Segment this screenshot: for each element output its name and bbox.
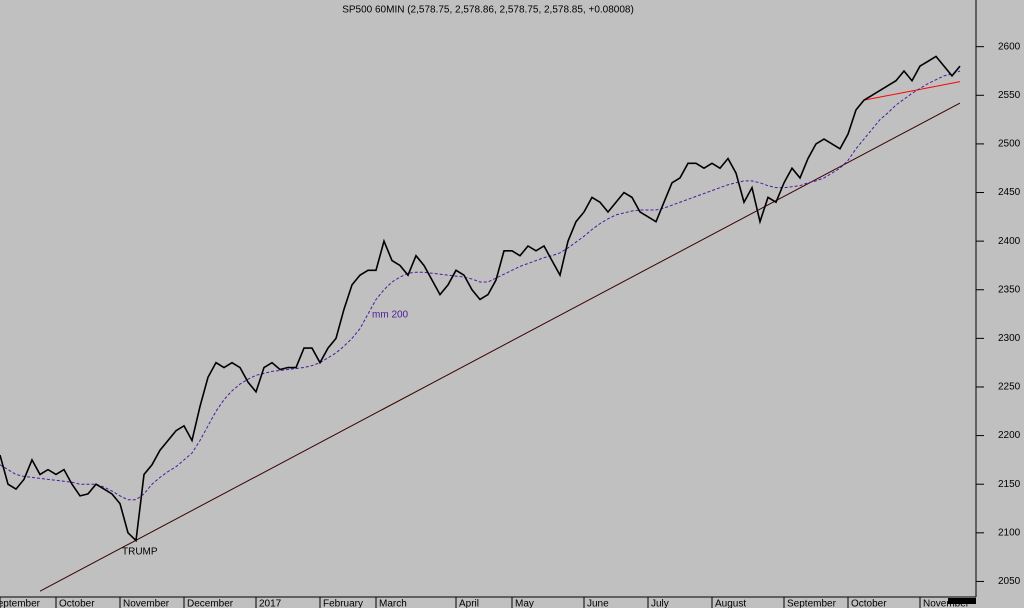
x-tick-label: May: [515, 599, 534, 608]
y-tick-label: 2550: [998, 90, 1021, 101]
y-tick-label: 2350: [998, 284, 1021, 295]
x-tick-label: June: [587, 599, 609, 608]
x-tick-label: July: [651, 599, 669, 608]
y-tick-label: 2250: [998, 382, 1021, 393]
x-tick-label: February: [323, 599, 363, 608]
x-tick-label: August: [715, 599, 746, 608]
y-tick-label: 2450: [998, 187, 1021, 198]
x-tick-label: September: [787, 599, 837, 608]
x-tick-label: November: [923, 599, 970, 608]
y-tick-label: 2150: [998, 479, 1021, 490]
event-label: TRUMP: [122, 547, 158, 558]
moving-average: [0, 70, 961, 501]
y-tick-label: 2100: [998, 527, 1021, 538]
trendline: [863, 81, 961, 101]
ma-label: mm 200: [372, 310, 409, 321]
x-tick-label: October: [59, 599, 95, 608]
y-tick-label: 2500: [998, 139, 1021, 150]
y-tick-label: 2400: [998, 236, 1021, 247]
x-tick-label: April: [459, 599, 479, 608]
chart-title: SP500 60MIN (2,578.75, 2,578.86, 2,578.7…: [342, 5, 634, 16]
x-tick-label: November: [123, 599, 170, 608]
y-tick-label: 2050: [998, 576, 1021, 587]
y-tick-label: 2600: [998, 41, 1021, 52]
scrollbar: [948, 598, 976, 604]
y-tick-label: 2200: [998, 430, 1021, 441]
x-tick-label: December: [187, 599, 234, 608]
y-tick-label: 2300: [998, 333, 1021, 344]
price-line: [0, 55, 961, 543]
x-tick-label: October: [851, 599, 887, 608]
x-tick-label: 2017: [259, 599, 282, 608]
x-tick-label: March: [379, 599, 407, 608]
trendline: [39, 102, 961, 592]
x-tick-label: September: [0, 599, 41, 608]
